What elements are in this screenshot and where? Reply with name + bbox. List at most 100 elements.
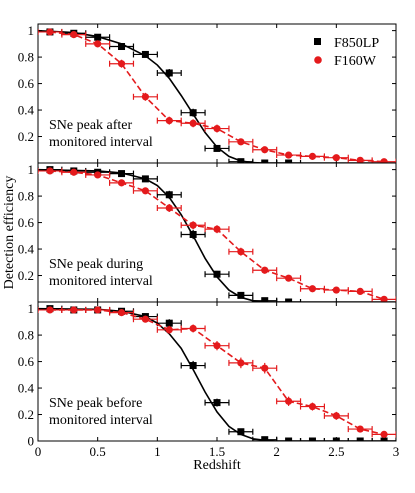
y-tick-label: 0	[28, 434, 35, 449]
f160w-point	[85, 306, 111, 314]
f160w-point	[323, 154, 349, 162]
f160w-point	[252, 146, 278, 154]
y-tick-label: 0.2	[18, 407, 34, 422]
f850lp-point	[156, 69, 182, 77]
f160w-point	[371, 430, 396, 438]
f160w-marker	[46, 167, 54, 175]
f850lp-point	[228, 158, 254, 163]
f160w-marker	[356, 287, 364, 296]
f850lp-marker	[237, 158, 245, 163]
f160w-marker	[308, 285, 317, 293]
f850lp-marker	[332, 437, 340, 441]
f160w-point	[228, 357, 254, 369]
f160w-marker	[332, 412, 340, 420]
f160w-marker	[356, 156, 364, 163]
f160w-point	[204, 124, 230, 133]
legend-entry-f160w: F160W	[314, 54, 377, 69]
f850lp-marker	[213, 399, 221, 407]
f160w-marker	[261, 364, 269, 372]
f160w-marker	[94, 306, 102, 314]
f850lp-point	[228, 291, 254, 299]
f160w-point	[299, 285, 325, 293]
f850lp-point	[299, 437, 325, 441]
panel-annotation: SNe peak before	[49, 396, 142, 411]
f160w-point	[299, 402, 325, 411]
legend-marker	[314, 56, 322, 64]
f850lp-marker	[380, 437, 388, 441]
f160w-point	[156, 204, 182, 212]
f160w-point	[228, 138, 254, 146]
f160w-marker	[94, 40, 102, 48]
f850lp-point	[252, 436, 278, 441]
series-layer	[38, 305, 396, 441]
f850lp-marker	[118, 170, 126, 178]
f160w-point	[276, 396, 302, 406]
f850lp-marker	[285, 437, 293, 441]
f160w-marker	[261, 146, 269, 154]
f160w-marker	[189, 119, 197, 127]
f160w-point	[323, 286, 349, 294]
f850lp-point	[132, 50, 158, 58]
f160w-marker	[165, 204, 173, 212]
f160w-marker	[285, 397, 293, 405]
f160w-point	[180, 119, 206, 128]
series-layer	[38, 166, 396, 302]
f160w-marker	[117, 179, 126, 187]
f160w-point	[132, 187, 158, 195]
f160w-point	[252, 266, 278, 274]
panel-annotation: monitored interval	[49, 413, 153, 428]
x-tick-label: 1	[154, 444, 161, 459]
f850lp-marker	[237, 291, 245, 299]
f160w-point	[371, 295, 396, 302]
f160w-marker	[213, 124, 221, 133]
y-tick-label: 1	[28, 23, 35, 38]
f160w-point	[38, 167, 63, 175]
y-tick-label: 0.6	[18, 354, 35, 369]
legend-entry-f850lp: F850LP	[314, 36, 379, 51]
f160w-marker	[332, 286, 340, 294]
f160w-marker	[237, 248, 245, 256]
f850lp-marker	[189, 230, 197, 238]
f850lp-point	[156, 190, 182, 199]
f160w-point	[85, 171, 111, 179]
f160w-marker	[165, 117, 173, 125]
f160w-marker	[94, 171, 102, 179]
f160w-marker	[70, 30, 78, 39]
f160w-marker	[332, 154, 340, 162]
x-tick-label: 0.5	[90, 444, 106, 459]
f160w-point	[228, 247, 254, 256]
f160w-point	[108, 308, 135, 317]
f160w-point	[347, 425, 373, 433]
f160w-point	[371, 158, 396, 163]
f850lp-marker	[165, 69, 173, 77]
f160w-marker	[285, 151, 293, 159]
f160w-marker	[261, 266, 269, 274]
f160w-marker	[213, 342, 221, 350]
f850lp-marker	[118, 43, 126, 51]
f160w-point	[132, 315, 158, 323]
f160w-marker	[46, 28, 54, 36]
f850lp-marker	[285, 159, 293, 163]
f850lp-point	[347, 437, 373, 441]
f160w-point	[180, 324, 206, 333]
f850lp-point	[180, 108, 206, 117]
f160w-marker	[237, 359, 245, 367]
f160w-point	[61, 30, 87, 39]
legend: F850LP F160W	[314, 36, 379, 69]
f160w-point	[323, 411, 349, 420]
f160w-marker	[165, 326, 173, 334]
f160w-marker	[46, 306, 54, 314]
f850lp-point	[108, 170, 135, 178]
y-tick-label: 0.2	[18, 129, 34, 144]
f160w-marker	[380, 295, 388, 302]
f850lp-marker	[261, 297, 269, 302]
f850lp-point	[108, 43, 135, 51]
f160w-point	[38, 306, 63, 314]
panel-annotation: monitored interval	[49, 274, 153, 289]
f850lp-marker	[165, 319, 173, 327]
y-tick-label: 0.8	[18, 328, 34, 343]
y-tick-label: 0.6	[18, 76, 35, 91]
f160w-marker	[141, 93, 149, 101]
f160w-point	[156, 325, 182, 334]
f160w-point	[108, 179, 135, 187]
